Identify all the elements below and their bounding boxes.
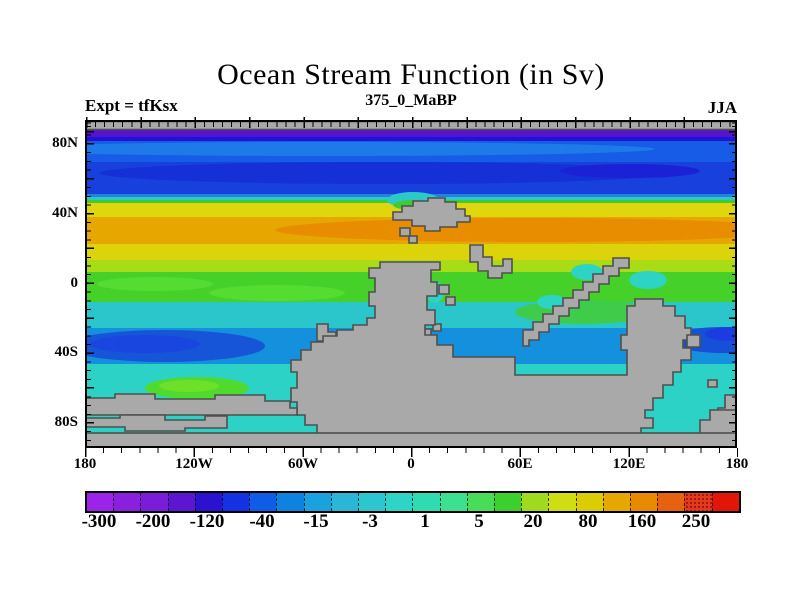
colorbar-cell [711,493,739,511]
colorbar-cell [466,493,495,511]
stream-function-map [85,120,737,448]
island-arc-diagonal [522,257,630,347]
island-tiny-4 [445,296,456,306]
island-hook-north [469,244,513,279]
y-axis-label-0: 0 [70,275,79,291]
map-plot-area [85,120,737,448]
colorbar-cell [113,493,141,511]
x-axis-label-60e: 60E [507,456,533,472]
colorbar-label: 80 [578,511,598,532]
island-small-2 [408,235,418,244]
colorbar-cell [276,493,304,511]
x-axis-label-180e: 180 [725,456,749,472]
colorbar-cell [87,493,114,511]
colorbar-cell [548,493,576,511]
island-square-east [686,334,701,348]
y-axis-label-80n: 80N [52,135,78,151]
colorbar-label: -200 [135,511,171,532]
x-axis-label-0: 0 [407,456,415,472]
colorbar-cell [194,493,223,511]
colorbar-label: 160 [627,511,657,532]
island-tiny-3 [438,284,450,295]
colorbar-cell [439,493,467,511]
colorbar-cell [358,493,386,511]
land-north-strip [85,120,737,131]
colorbar-label: 20 [523,511,543,532]
x-axis-label-180w: 180 [73,456,97,472]
colorbar [85,491,741,513]
land-strip-southwest-1 [85,393,298,416]
colorbar-label: -300 [81,511,117,532]
colorbar-cell [521,493,549,511]
colorbar-cell [657,493,685,511]
colorbar-label: 250 [681,511,711,532]
colorbar-cell [167,493,195,511]
colorbar-cell [385,493,413,511]
experiment-label: Expt = tfKsx [85,96,178,115]
colorbar-label: -15 [303,511,329,532]
y-axis-label-40n: 40N [52,205,78,221]
land-strip-southwest-2 [85,414,228,432]
x-axis-label-120e: 120E [612,456,646,472]
chart-title: Ocean Stream Function (in Sv) [217,58,605,91]
colorbar-label: -3 [362,511,378,532]
colorbar-label: -120 [189,511,225,532]
colorbar-cell [630,493,658,511]
land-mass-central-south [290,261,692,437]
colorbar-cell [303,493,331,511]
colorbar-cell [602,493,631,511]
bottom-axis-minor-ticks [85,448,738,453]
land-south-strip [85,432,737,448]
island-small-1 [399,227,411,237]
colorbar-cell [330,493,359,511]
season-label: JJA [707,98,737,117]
colorbar-cell-stippled [684,493,712,511]
x-axis-label-60w: 60W [288,456,318,472]
colorbar-cell [222,493,250,511]
y-axis-label-40s: 40S [54,344,78,360]
colorbar-label: 5 [474,511,484,532]
colorbar-cell [140,493,168,511]
colorbar-cell [494,493,522,511]
colorbar-cell [412,493,440,511]
land-mass-40n [392,197,471,232]
colorbar-label: 1 [420,511,430,532]
land-southeast-bump [699,409,737,437]
x-axis-label-120w: 120W [175,456,213,472]
colorbar-label: -40 [249,511,275,532]
y-axis-label-80s: 80S [54,414,78,430]
island-tiny-east [707,379,718,388]
chart-subtitle: 375_0_MaBP [365,92,457,109]
colorbar-cell [249,493,277,511]
colorbar-cell [575,493,603,511]
